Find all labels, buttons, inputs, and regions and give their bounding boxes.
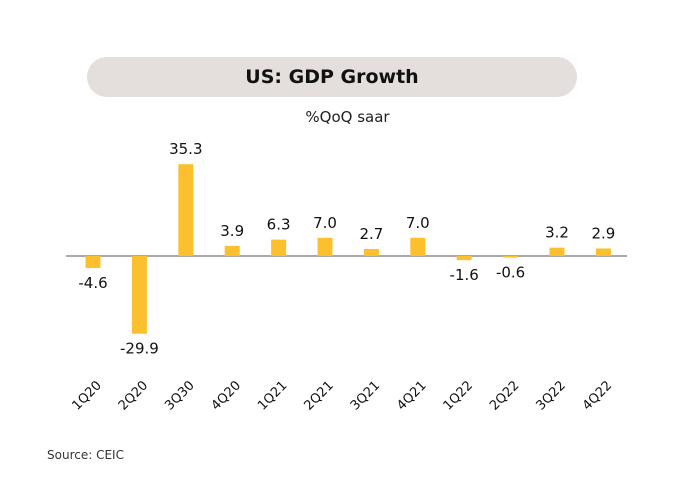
bar-4Q21	[410, 237, 426, 256]
bar-3Q22	[549, 247, 565, 256]
bar-4Q22	[595, 248, 611, 256]
x-tick-label-1Q20: 1Q20	[69, 378, 104, 413]
x-tick-label-4Q20: 4Q20	[209, 378, 244, 413]
bar-1Q20	[85, 256, 101, 268]
data-label-4Q20: 3.9	[220, 222, 244, 240]
data-label-3Q21: 2.7	[359, 225, 383, 243]
bar-2Q20	[131, 256, 147, 334]
source-note: Source: CEIC	[47, 448, 124, 462]
bar-1Q21	[271, 239, 287, 256]
x-tick-label-1Q21: 1Q21	[255, 378, 290, 413]
chart-title-banner: US: GDP Growth	[87, 57, 577, 97]
x-tick-label-4Q21: 4Q21	[394, 378, 429, 413]
chart-title: US: GDP Growth	[245, 66, 419, 88]
x-tick-label-2Q21: 2Q21	[301, 378, 336, 413]
data-label-2Q20: -29.9	[120, 340, 159, 358]
data-label-1Q22: -1.6	[450, 266, 479, 284]
data-label-1Q21: 6.3	[267, 216, 291, 234]
data-label-3Q22: 3.2	[545, 224, 569, 242]
bar-3Q21	[363, 248, 379, 256]
x-tick-label-1Q22: 1Q22	[441, 378, 476, 413]
data-label-3Q30: 35.3	[169, 140, 202, 158]
data-label-1Q20: -4.6	[78, 274, 107, 292]
data-label-2Q21: 7.0	[313, 214, 337, 232]
x-tick-label-3Q22: 3Q22	[533, 378, 568, 413]
x-tick-label-3Q30: 3Q30	[162, 378, 197, 413]
bar-2Q21	[317, 237, 333, 256]
data-label-2Q22: -0.6	[496, 264, 525, 282]
data-label-4Q21: 7.0	[406, 214, 430, 232]
chart-subtitle: %QoQ saar	[305, 108, 390, 126]
x-tick-label-3Q21: 3Q21	[348, 378, 383, 413]
x-tick-label-2Q22: 2Q22	[487, 378, 522, 413]
bar-4Q20	[224, 245, 240, 256]
bar-3Q30	[178, 164, 194, 256]
bar-2Q22	[503, 256, 519, 258]
data-label-4Q22: 2.9	[591, 224, 615, 242]
x-tick-label-2Q20: 2Q20	[116, 378, 151, 413]
bar-1Q22	[456, 256, 472, 261]
x-tick-label-4Q22: 4Q22	[580, 378, 615, 413]
